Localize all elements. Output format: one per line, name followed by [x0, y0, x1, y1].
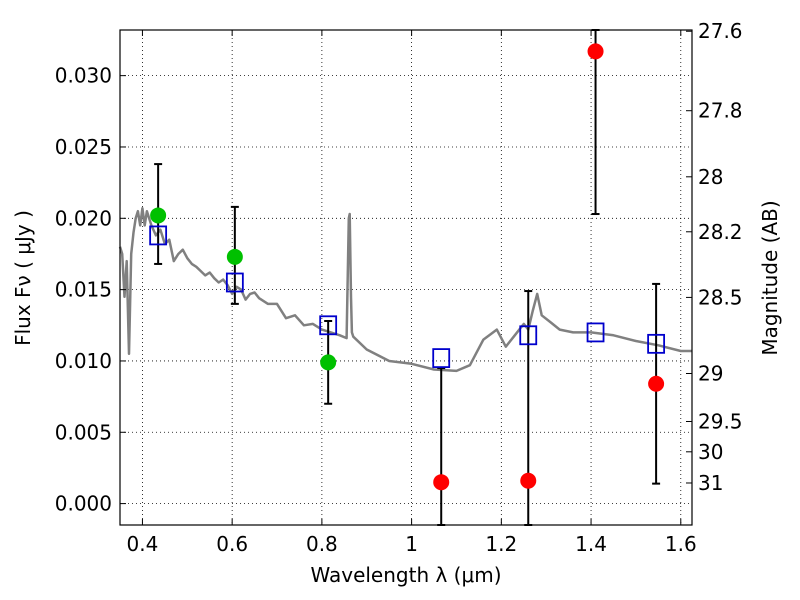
- x-tick-label: 1.4: [575, 532, 607, 556]
- x-axis-label: Wavelength λ (μm): [310, 563, 501, 587]
- model-spectrum: [118, 207, 692, 373]
- y-tick-label: 0.020: [55, 206, 112, 230]
- y2-tick-label: 28.2: [698, 220, 743, 244]
- y-tick-label: 0.015: [55, 278, 112, 302]
- model-point: [432, 348, 451, 368]
- y-axis-ticks: 0.000 0.005 0.010 0.015 0.020 0.025 0.030: [55, 64, 126, 516]
- y2-tick-label: 29: [698, 362, 723, 386]
- data-point: [320, 354, 337, 371]
- data-points: [149, 43, 666, 491]
- spectrum-line: [118, 207, 692, 373]
- y-tick-label: 0.030: [55, 64, 112, 88]
- y2-tick-label: 27.6: [698, 19, 743, 43]
- y-tick-label: 0.025: [55, 135, 112, 159]
- y2-tick-label: 30: [698, 440, 723, 464]
- plot-frame: [119, 29, 693, 526]
- x-tick-label: 0.6: [216, 532, 248, 556]
- model-point: [149, 225, 168, 246]
- model-point: [519, 325, 538, 346]
- y2-tick-label: 31: [698, 471, 723, 495]
- model-point: [319, 315, 338, 336]
- y2-tick-label: 27.8: [698, 99, 743, 123]
- x-axis-ticks: 0.4 0.6 0.8 1 1.2 1.4 1.6: [127, 30, 697, 556]
- model-point: [225, 272, 244, 293]
- data-point: [648, 375, 665, 392]
- data-point: [520, 472, 537, 489]
- data-point: [226, 248, 243, 265]
- error-bars: [154, 29, 661, 526]
- y-tick-label: 0.000: [55, 492, 112, 516]
- y2-tick-label: 29.5: [698, 410, 743, 434]
- data-point: [433, 474, 450, 491]
- y2-axis-label: Magnitude (AB): [758, 200, 782, 355]
- grid: [120, 30, 692, 525]
- y2-tick-label: 28.5: [698, 285, 743, 309]
- x-tick-label: 1: [405, 532, 418, 556]
- data-point: [587, 43, 604, 60]
- x-tick-label: 0.8: [306, 532, 338, 556]
- y2-tick-label: 28: [698, 165, 723, 189]
- y-axis-label: Flux Fν ( μJy ): [11, 210, 35, 346]
- x-tick-label: 1.6: [665, 532, 697, 556]
- x-tick-label: 1.2: [485, 532, 517, 556]
- y-tick-label: 0.010: [55, 349, 112, 373]
- y-tick-label: 0.005: [55, 420, 112, 444]
- data-point: [150, 207, 167, 224]
- y2-axis-ticks: 27.6 27.8 28 28.2 28.5 29 29.5 30 31: [686, 19, 743, 495]
- x-tick-label: 0.4: [127, 532, 159, 556]
- model-point: [586, 322, 605, 343]
- model-point: [647, 333, 666, 354]
